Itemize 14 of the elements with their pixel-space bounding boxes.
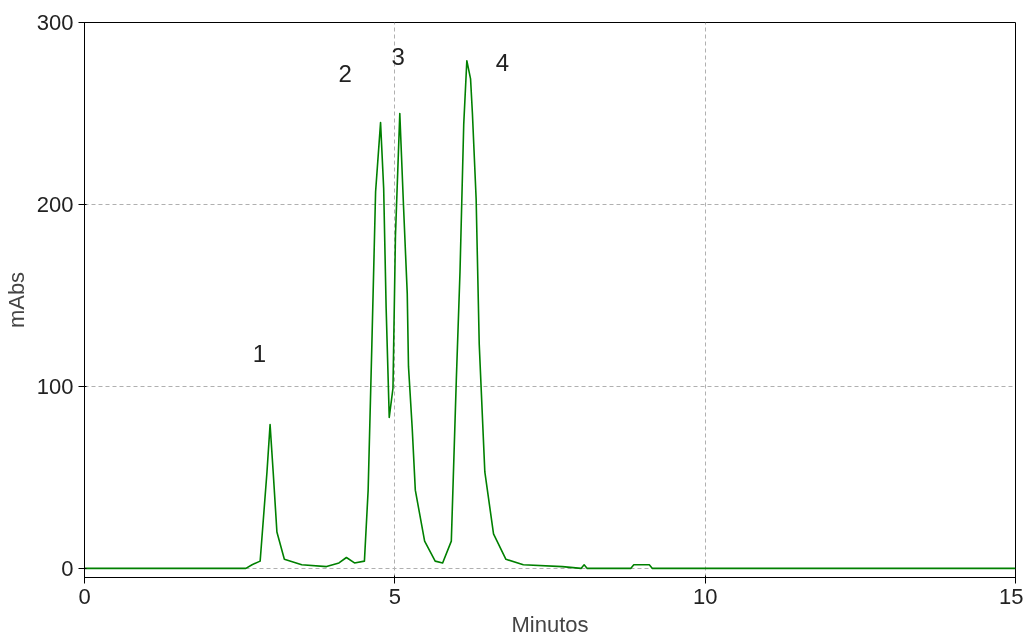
x-axis-title: Minutos [511, 611, 589, 637]
annotation: 2 [338, 60, 352, 88]
y-axis-title: mAbs [3, 271, 29, 329]
annotation: 1 [252, 340, 267, 368]
x-tick-label: 15 [999, 583, 1023, 609]
x-tick-label: 10 [692, 583, 718, 609]
y-tick-label: 100 [36, 373, 74, 399]
y-tick-label: 200 [36, 191, 74, 217]
y-tick-label: 0 [61, 555, 74, 581]
y-tick-label: 300 [36, 10, 74, 35]
x-tick-label: 0 [78, 583, 91, 609]
x-tick-label: 5 [388, 583, 401, 609]
annotation: 3 [391, 43, 405, 71]
annotation: 4 [495, 48, 510, 76]
